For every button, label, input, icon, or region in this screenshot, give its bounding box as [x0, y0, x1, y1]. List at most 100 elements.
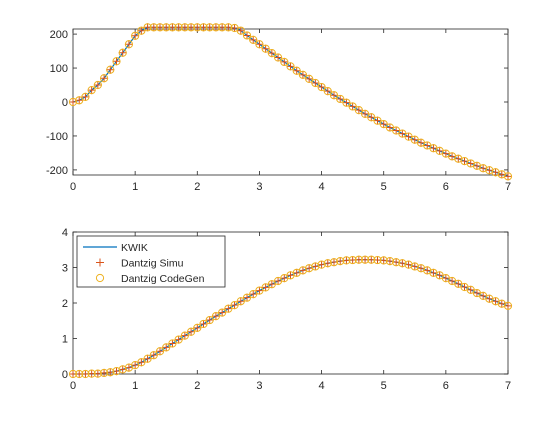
- data-point-circle: [255, 286, 264, 295]
- legend-swatch-circle: [95, 273, 105, 283]
- data-point-plus: [267, 49, 276, 58]
- data-point-circle: [261, 44, 270, 53]
- data-point-plus: [466, 159, 475, 168]
- data-point-plus: [118, 48, 127, 57]
- series-dantzig-simu: [69, 23, 512, 181]
- data-point-circle: [236, 297, 245, 306]
- x-tick-label: 0: [70, 181, 76, 193]
- data-point-circle: [342, 256, 351, 265]
- data-point-plus: [292, 66, 301, 75]
- data-point-circle: [87, 86, 96, 95]
- data-point-circle: [81, 369, 90, 379]
- data-point-plus: [249, 35, 258, 44]
- data-point-plus: [398, 129, 407, 138]
- data-point-circle: [143, 354, 152, 363]
- data-point-plus: [460, 283, 469, 292]
- y-tick-label: -200: [46, 165, 68, 177]
- data-point-circle: [367, 255, 376, 264]
- data-point-circle: [162, 23, 171, 32]
- data-point-circle: [75, 96, 84, 105]
- data-point-circle: [112, 367, 121, 376]
- data-point-circle: [286, 62, 295, 71]
- data-point-plus: [193, 323, 202, 332]
- data-point-plus: [330, 91, 338, 100]
- data-point-circle: [311, 78, 320, 88]
- x-tick-label: 4: [319, 380, 325, 392]
- data-point-plus: [417, 138, 425, 147]
- data-point-plus: [491, 297, 500, 306]
- data-point-circle: [224, 304, 233, 313]
- data-point-circle: [186, 327, 196, 336]
- data-point-plus: [106, 65, 115, 74]
- data-point-circle: [143, 23, 152, 32]
- legend-label: Dantzig Simu: [121, 258, 184, 270]
- data-point-circle: [131, 31, 140, 40]
- data-point-circle: [236, 26, 245, 35]
- data-point-circle: [348, 102, 357, 111]
- x-tick-label: 5: [381, 181, 387, 193]
- data-point-circle: [193, 323, 202, 332]
- data-point-plus: [81, 92, 90, 101]
- y-tick-label: 4: [62, 227, 68, 239]
- data-point-circle: [329, 91, 339, 100]
- series-dantzig-codegen: [68, 255, 513, 379]
- data-point-circle: [267, 49, 276, 58]
- data-point-circle: [298, 70, 308, 79]
- data-point-circle: [360, 109, 370, 118]
- data-point-plus: [485, 294, 494, 303]
- data-point-circle: [249, 35, 258, 44]
- data-point-plus: [379, 120, 388, 129]
- data-point-plus: [410, 135, 419, 144]
- data-point-plus: [280, 274, 289, 283]
- data-point-plus: [199, 319, 208, 328]
- x-tick-label: 1: [132, 181, 138, 193]
- data-point-plus: [336, 94, 345, 103]
- data-point-plus: [156, 347, 164, 356]
- data-point-plus: [448, 276, 457, 285]
- data-point-circle: [273, 53, 283, 62]
- data-point-plus: [448, 152, 457, 161]
- data-point-circle: [261, 283, 270, 292]
- data-point-circle: [454, 279, 463, 288]
- data-point-circle: [249, 290, 258, 299]
- x-tick-label: 3: [256, 181, 262, 193]
- data-point-plus: [261, 283, 270, 292]
- data-point-plus: [423, 141, 432, 150]
- data-point-plus: [472, 289, 481, 298]
- data-point-circle: [162, 343, 171, 352]
- legend-label: KWIK: [121, 242, 148, 254]
- data-point-circle: [336, 257, 345, 266]
- y-tick-label: 0: [62, 369, 68, 381]
- data-point-circle: [354, 106, 363, 115]
- data-point-circle: [404, 260, 413, 269]
- data-point-plus: [429, 268, 438, 277]
- data-point-circle: [149, 23, 158, 32]
- data-point-plus: [274, 276, 283, 285]
- subplot-2: 0 1 2 3 4 5 6 7 0 1 2 3 4 KWIK Dantzig Simu Dantzig Cod…: [62, 227, 513, 392]
- x-tick-label: 2: [194, 181, 200, 193]
- data-point-plus: [137, 358, 146, 367]
- x-tick-label: 6: [443, 181, 449, 193]
- data-point-circle: [174, 335, 183, 344]
- x-tick-label: 1: [132, 380, 138, 392]
- data-point-circle: [186, 23, 196, 32]
- data-point-plus: [348, 102, 357, 111]
- data-point-plus: [404, 132, 413, 141]
- x-tick-label: 7: [505, 181, 511, 193]
- data-point-plus: [100, 74, 109, 83]
- data-point-circle: [199, 23, 208, 32]
- data-point-circle: [385, 257, 395, 266]
- data-point-plus: [435, 146, 444, 155]
- data-point-plus: [168, 339, 177, 348]
- data-point-circle: [112, 57, 121, 66]
- y-tick-label: 100: [50, 63, 68, 75]
- data-point-plus: [87, 86, 96, 95]
- data-point-circle: [168, 339, 177, 348]
- data-point-plus: [124, 40, 133, 49]
- data-point-plus: [187, 327, 196, 336]
- data-point-circle: [199, 319, 208, 329]
- data-point-plus: [205, 316, 214, 325]
- data-point-circle: [149, 351, 158, 360]
- data-point-plus: [423, 266, 432, 275]
- data-point-circle: [168, 23, 177, 32]
